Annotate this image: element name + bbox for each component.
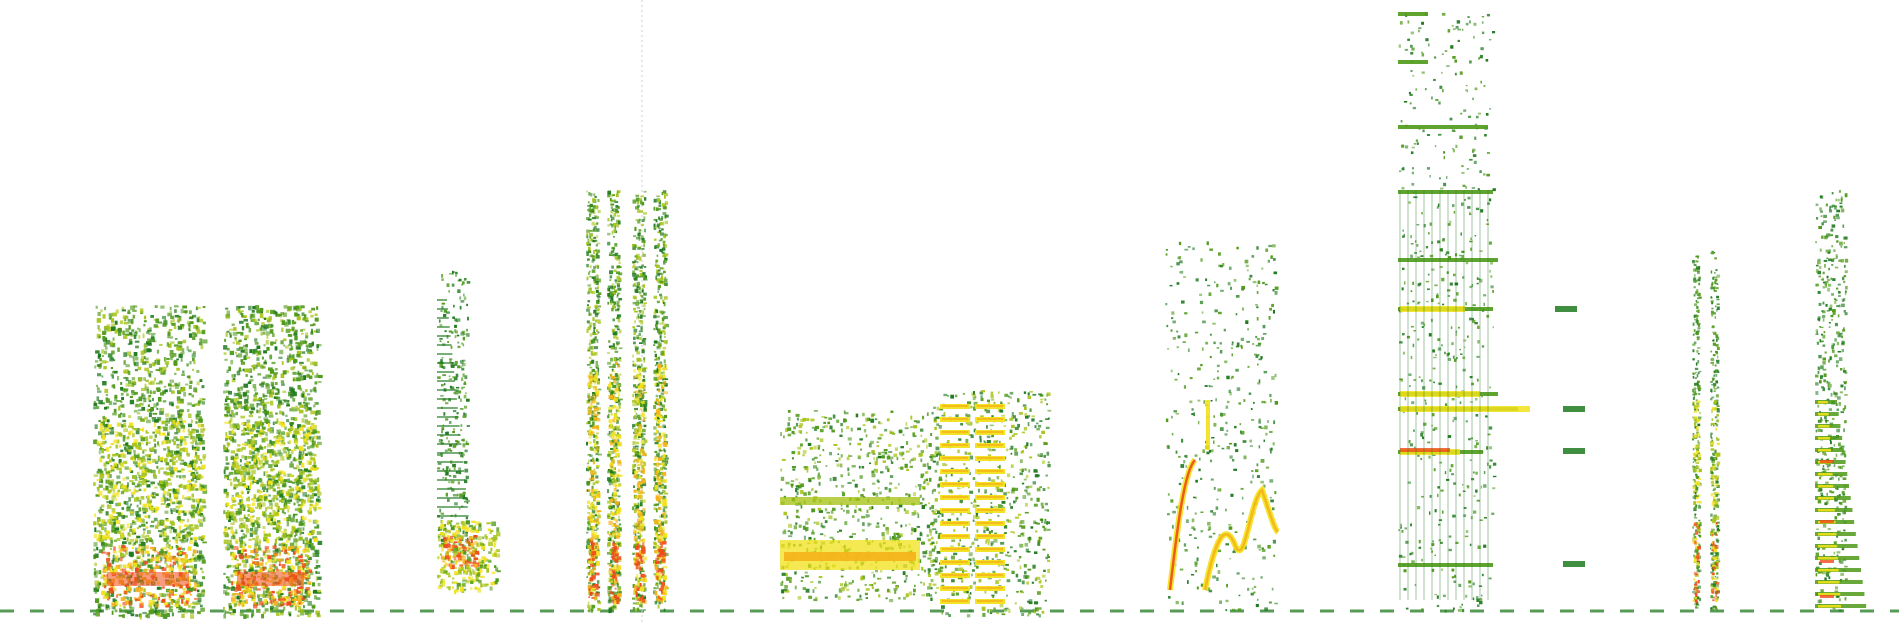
- tonal-harmonic-stack: [1398, 12, 1585, 613]
- low-frequency-chirp: [437, 270, 501, 595]
- frequency-modulated-sweeps: [1165, 241, 1281, 612]
- ladder-harmonic-block: [930, 390, 1052, 618]
- harmonic-band-block: [780, 410, 944, 603]
- broadband-noise-burst-2: [223, 305, 323, 619]
- narrow-vertical-pair: [1692, 250, 1721, 612]
- broadband-noise-burst-1: [93, 305, 208, 620]
- vertical-click-train: [586, 190, 669, 614]
- dense-harmonic-column: [1815, 190, 1867, 612]
